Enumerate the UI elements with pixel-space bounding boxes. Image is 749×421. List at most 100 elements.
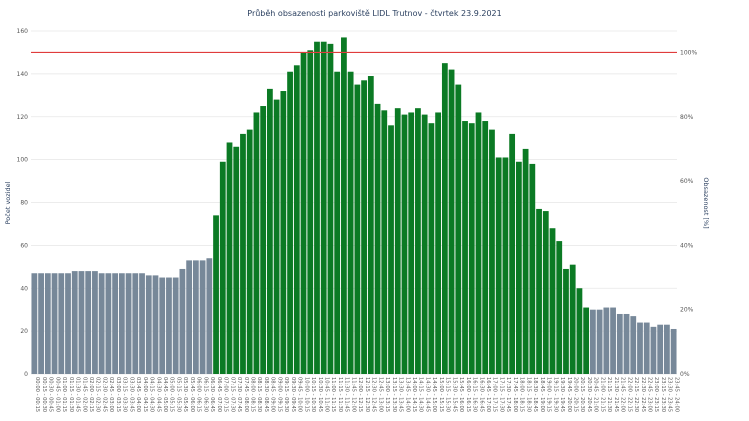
bar-68	[489, 129, 495, 374]
bar-14	[125, 273, 132, 374]
bar-67	[482, 121, 489, 374]
bar-23	[186, 260, 193, 374]
bar-24	[192, 260, 199, 374]
bar-5	[65, 273, 71, 374]
x-tick-label: 15:45 - 16:00	[458, 377, 464, 412]
bar-92	[650, 326, 657, 374]
x-tick-label: 11:45 - 12:00	[350, 377, 356, 412]
bar-53	[388, 125, 394, 374]
y-tick-label: 160	[17, 28, 29, 35]
bar-82	[583, 307, 590, 374]
x-tick-label: 18:30 - 18:45	[532, 377, 538, 412]
y2-tick-label: 60%	[680, 178, 694, 185]
bar-42	[314, 41, 320, 374]
x-tick-label: 03:30 - 03:45	[128, 377, 134, 412]
x-tick-label: 07:00 - 07:15	[223, 377, 229, 412]
x-tick-label: 05:00 - 05:15	[169, 377, 175, 412]
bar-60	[435, 112, 442, 375]
x-tick-label: 12:45 - 13:00	[377, 377, 383, 412]
bar-69	[495, 157, 502, 374]
x-tick-label: 12:30 - 12:45	[371, 377, 377, 412]
x-tick-label: 02:30 - 02:45	[101, 377, 107, 412]
bar-93	[657, 324, 664, 374]
x-tick-label: 18:15 - 18:30	[525, 377, 531, 412]
x-tick-label: 02:15 - 02:30	[95, 377, 101, 412]
y2-axis-ticks: 0% 20% 40% 60% 80% 100%	[680, 49, 697, 378]
bar-45	[334, 71, 341, 374]
x-tick-label: 14:45 - 15:00	[431, 377, 437, 412]
bar-91	[643, 322, 650, 374]
y-tick-label: 100	[17, 157, 29, 164]
x-tick-label: 13:00 - 13:15	[384, 377, 390, 412]
x-tick-label: 15:00 - 15:15	[438, 377, 444, 412]
bar-30	[233, 146, 240, 374]
x-tick-label: 04:45 - 05:00	[162, 377, 168, 412]
x-tick-label: 17:45 - 18:00	[512, 377, 518, 412]
x-tick-label: 00:00 - 00:15	[34, 377, 40, 412]
bar-7	[78, 271, 85, 374]
bar-83	[589, 309, 596, 374]
bar-13	[118, 273, 125, 374]
bar-8	[85, 271, 92, 374]
bar-39	[293, 65, 300, 375]
x-tick-label: 01:15 - 01:30	[68, 377, 74, 412]
x-tick-label: 08:15 - 08:30	[256, 377, 262, 412]
x-tick-label: 04:15 - 04:30	[149, 377, 155, 412]
bar-64	[462, 121, 468, 374]
x-tick-label: 22:00 - 22:15	[626, 377, 632, 412]
x-tick-label: 05:45 - 06:00	[189, 377, 195, 412]
x-tick-label: 17:30 - 17:45	[505, 377, 511, 412]
bar-63	[455, 84, 462, 374]
bar-19	[159, 277, 166, 374]
x-tick-label: 14:00 - 14:15	[411, 377, 417, 412]
bar-88	[623, 313, 630, 374]
x-tick-label: 00:45 - 01:00	[54, 377, 60, 412]
x-tick-label: 08:00 - 08:15	[249, 377, 255, 412]
x-tick-label: 08:45 - 09:00	[270, 377, 276, 412]
y-axis-ticks: 0 20 40 60 80 100 120 140 160	[17, 28, 29, 378]
y-tick-label: 40	[20, 285, 28, 292]
bar-3	[51, 273, 58, 374]
y-tick-label: 140	[17, 71, 29, 78]
bar-17	[145, 275, 152, 374]
bar-43	[320, 41, 327, 374]
bar-11	[105, 273, 112, 374]
bar-33	[253, 112, 260, 375]
bar-76	[542, 211, 549, 374]
bar-36	[273, 99, 280, 374]
bar-75	[536, 208, 542, 374]
bar-21	[172, 277, 179, 374]
x-tick-label: 11:30 - 11:45	[344, 377, 350, 412]
x-tick-label: 05:30 - 05:45	[182, 377, 188, 412]
x-tick-label: 17:15 - 17:30	[498, 377, 504, 412]
x-tick-label: 20:15 - 20:30	[579, 377, 585, 412]
x-tick-label: 00:30 - 00:45	[48, 377, 54, 412]
bar-49	[361, 80, 367, 375]
x-tick-label: 14:30 - 14:45	[424, 377, 430, 412]
x-tick-label: 02:45 - 03:00	[108, 377, 114, 412]
y-tick-label: 120	[17, 114, 29, 121]
bar-22	[179, 268, 186, 374]
x-tick-label: 07:45 - 08:00	[243, 377, 249, 412]
bar-38	[287, 71, 293, 374]
bar-81	[576, 288, 583, 374]
x-tick-label: 18:45 - 19:00	[539, 377, 545, 412]
x-tick-label: 06:00 - 06:15	[196, 377, 202, 412]
x-tick-label: 15:15 - 15:30	[445, 377, 451, 412]
x-tick-label: 04:00 - 04:15	[142, 377, 148, 412]
bar-29	[226, 142, 233, 374]
y-tick-label: 80	[20, 200, 28, 207]
bar-25	[199, 260, 206, 374]
x-tick-label: 19:30 - 19:45	[559, 377, 565, 412]
bar-20	[166, 277, 172, 374]
y-tick-label: 0	[24, 371, 28, 378]
x-tick-label: 03:45 - 04:00	[135, 377, 141, 412]
bar-87	[616, 313, 623, 374]
bar-46	[341, 37, 347, 375]
x-tick-label: 21:15 - 21:30	[606, 377, 612, 412]
y-tick-label: 60	[20, 242, 28, 249]
bar-61	[441, 63, 448, 374]
bar-79	[563, 268, 569, 374]
bar-71	[509, 133, 516, 374]
